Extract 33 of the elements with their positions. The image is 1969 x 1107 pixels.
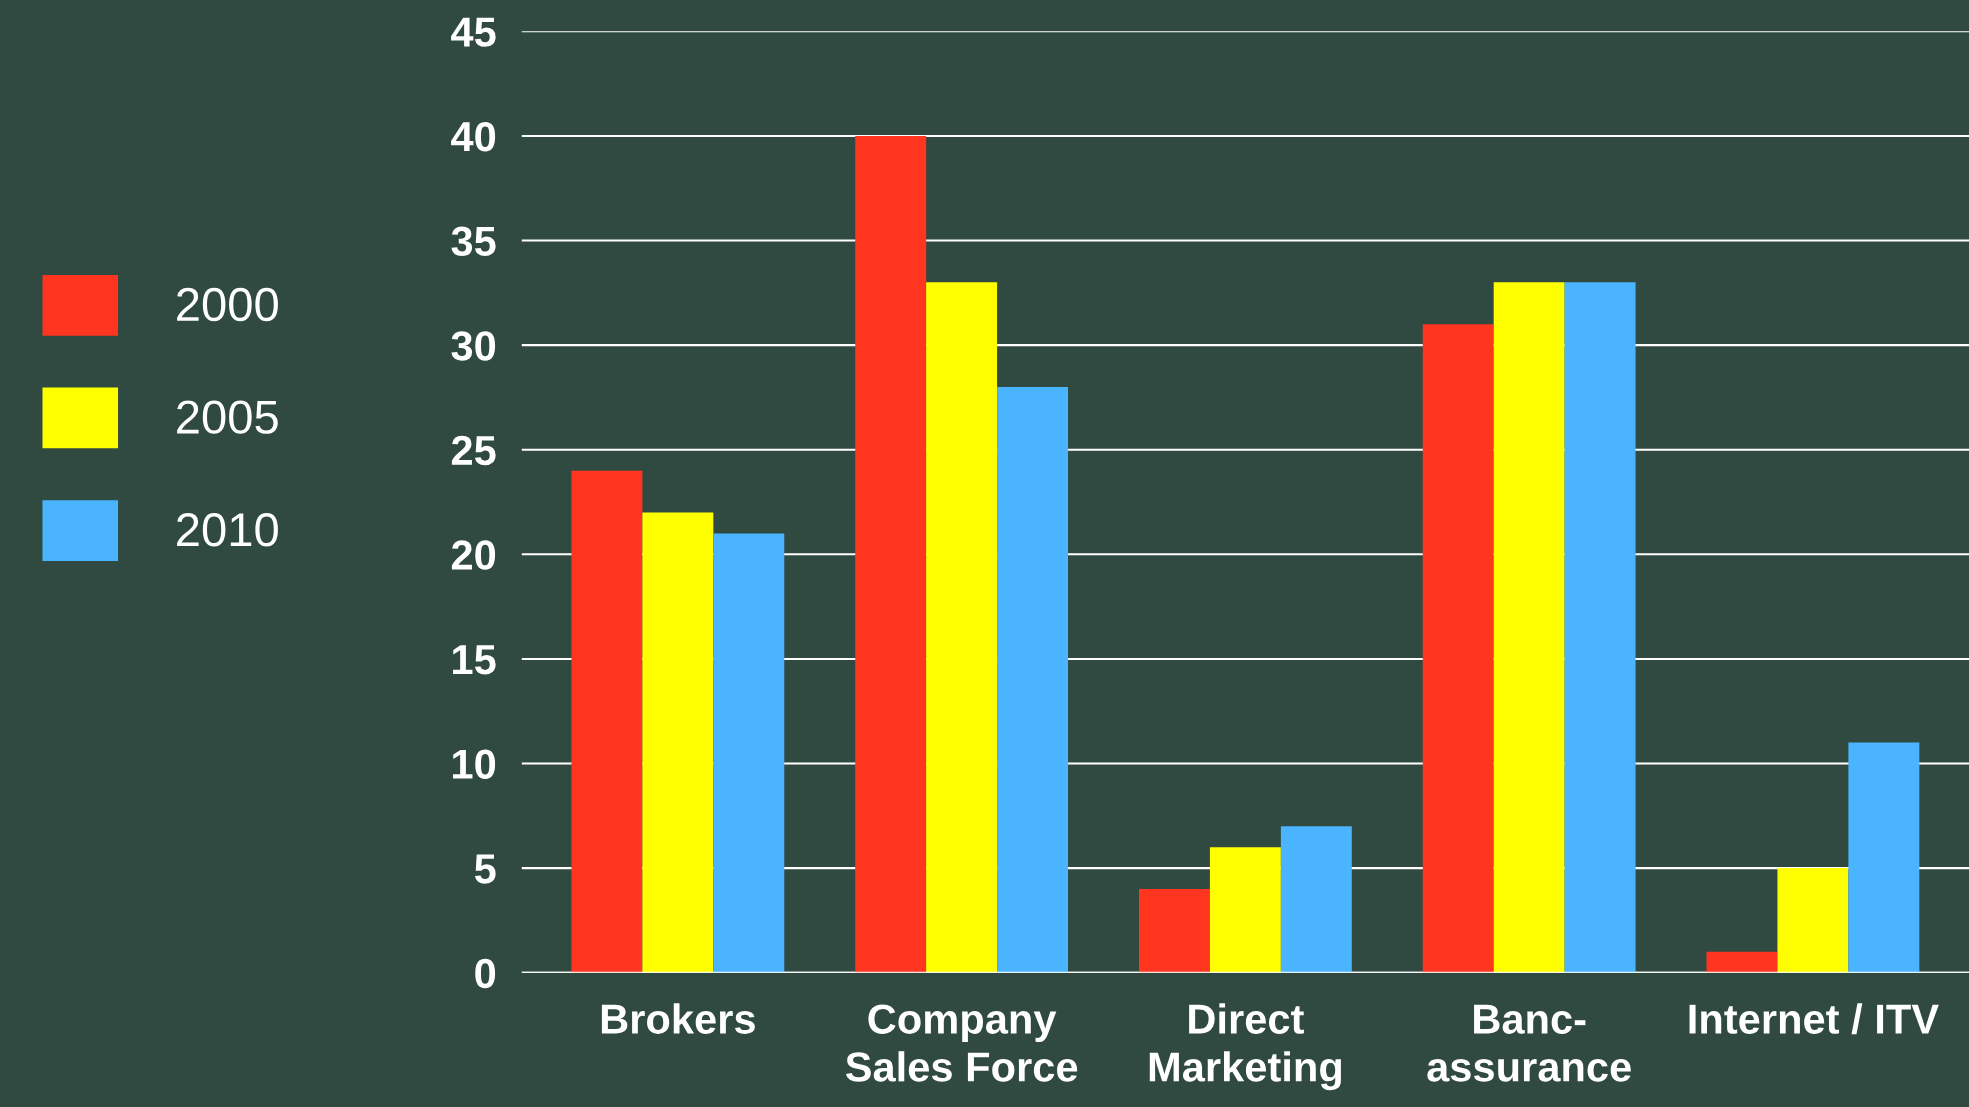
- bar: [1848, 742, 1920, 973]
- y-tick-label: 35: [451, 226, 496, 257]
- y-tick-label: 5: [474, 854, 496, 884]
- x-tick-label: Brokers: [601, 1003, 755, 1034]
- legend-label: 2010: [177, 513, 278, 547]
- legend-label: 2005: [177, 400, 278, 434]
- bar: [997, 386, 1069, 973]
- bar: [926, 282, 998, 973]
- bar: [1138, 889, 1210, 973]
- bar: [1422, 324, 1494, 973]
- bar: [1706, 951, 1778, 973]
- bar: [571, 470, 643, 973]
- bar: [713, 533, 785, 973]
- bar: [1209, 847, 1281, 973]
- bar: [855, 135, 927, 973]
- y-tick-label: 10: [453, 749, 496, 780]
- bar: [1564, 282, 1636, 973]
- y-tick-label: 40: [451, 121, 496, 152]
- y-tick-label: 30: [451, 331, 496, 361]
- bar: [1493, 282, 1565, 973]
- bar: [1777, 868, 1849, 973]
- legend-label: 2000: [177, 287, 278, 322]
- x-tick-label: Internet / ITV: [1689, 1003, 1939, 1035]
- bar: [642, 512, 714, 973]
- x-tick-label: Direct Marketing: [1149, 1003, 1342, 1091]
- y-tick-label: 15: [453, 645, 496, 675]
- y-tick-label: 20: [451, 540, 496, 570]
- bar: [1280, 826, 1352, 973]
- y-tick-label: 45: [451, 17, 496, 47]
- x-tick-label: Company Sales Force: [845, 1004, 1078, 1082]
- y-tick-label: 0: [475, 958, 496, 989]
- x-tick-label: Banc- assurance: [1427, 1004, 1631, 1082]
- y-tick-label: 25: [451, 435, 496, 466]
